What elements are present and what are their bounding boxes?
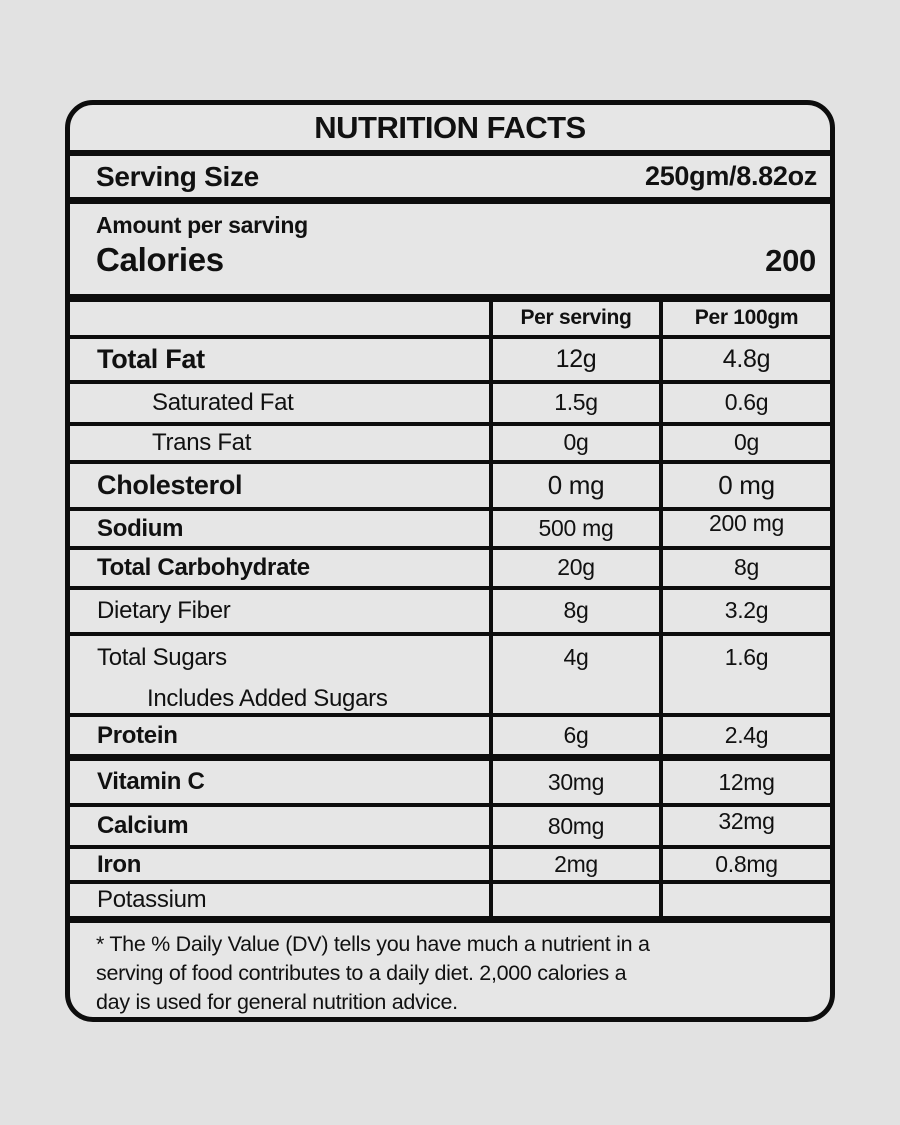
nutrient-name: Saturated Fat <box>152 388 294 416</box>
table-row: Sodium 500 mg 200 mg <box>70 510 830 551</box>
nutrient-name: Dietary Fiber <box>97 596 231 624</box>
footnote-line: day is used for general nutrition advice… <box>96 990 458 1014</box>
table-row: Cholesterol 0 mg 0 mg <box>70 464 830 512</box>
table-row: Calcium 80mg 32mg <box>70 807 830 850</box>
per-serving-value: 12g <box>489 338 659 380</box>
per-serving-value <box>489 883 659 916</box>
nutrient-name: Iron <box>97 850 142 878</box>
table-row: Dietary Fiber 8g 3.2g <box>70 589 830 636</box>
per-100gm-value <box>659 883 830 916</box>
per-serving-value: 20g <box>489 550 659 586</box>
calories-value: 200 <box>765 243 816 279</box>
nutrient-name: Sodium <box>97 514 184 542</box>
header-empty-cell <box>70 302 489 334</box>
table-row: Iron 2mg 0.8mg <box>70 849 830 884</box>
per-100gm-value: 0 mg <box>659 464 830 508</box>
table-row: Protein 6g 2.4g <box>70 716 830 762</box>
per-100gm-value: 3.2g <box>659 589 830 632</box>
per-serving-value: 0g <box>489 425 659 461</box>
header-per-serving: Per serving <box>489 302 659 335</box>
amount-per-serving-label: Amount per sarving <box>96 212 308 239</box>
per-serving-value: 4g <box>489 635 659 713</box>
per-100gm-value: 0g <box>659 425 830 461</box>
per-100gm-value: 200 mg <box>659 510 830 547</box>
per-serving-value: 80mg <box>489 807 659 846</box>
added-sugars-label: Includes Added Sugars <box>147 684 388 712</box>
daily-value-footnote: * The % Daily Value (DV) tells you have … <box>70 923 830 1017</box>
nutrient-name: Protein <box>97 721 178 749</box>
serving-size-label: Serving Size <box>96 160 259 192</box>
per-serving-value: 0 mg <box>489 464 659 508</box>
table-row: Potassium <box>70 883 830 923</box>
nutrient-name: Vitamin C <box>97 768 205 796</box>
per-serving-value: 6g <box>489 716 659 755</box>
serving-size-row: Serving Size 250gm/8.82oz <box>70 156 830 205</box>
table-row: Saturated Fat 1.5g 0.6g <box>70 383 830 426</box>
nutrition-label: NUTRITION FACTS Serving Size 250gm/8.82o… <box>65 100 835 1022</box>
per-serving-value: 1.5g <box>489 383 659 422</box>
per-100gm-value: 32mg <box>659 807 830 846</box>
nutrient-name: Total Fat <box>97 343 205 374</box>
nutrient-name: Total Sugars Includes Added Sugars <box>70 636 489 713</box>
total-sugars-label: Total Sugars <box>97 643 227 671</box>
per-100gm-value: 2.4g <box>659 716 830 755</box>
nutrient-name: Trans Fat <box>152 428 252 456</box>
header-per-100gm: Per 100gm <box>659 302 830 335</box>
per-100gm-value: 12mg <box>659 761 830 804</box>
per-100gm-value: 0.6g <box>659 383 830 422</box>
calories-row: Calories 200 <box>96 241 816 279</box>
table-row: Total Sugars Includes Added Sugars 4g 1.… <box>70 635 830 717</box>
serving-size-value: 250gm/8.82oz <box>645 161 817 192</box>
label-title: NUTRITION FACTS <box>70 105 830 157</box>
table-header-row: Per serving Per 100gm <box>70 302 830 339</box>
footnote-line: serving of food contributes to a daily d… <box>96 961 627 985</box>
per-serving-value: 500 mg <box>489 511 659 547</box>
per-100gm-value: 1.6g <box>659 635 830 713</box>
calories-section: Amount per sarving Calories 200 <box>70 204 830 303</box>
per-100gm-value: 8g <box>659 550 830 586</box>
per-serving-value: 30mg <box>489 761 659 804</box>
per-serving-value: 8g <box>489 589 659 632</box>
table-row: Trans Fat 0g 0g <box>70 425 830 465</box>
per-100gm-value: 4.8g <box>659 338 830 380</box>
table-row: Total Fat 12g 4.8g <box>70 338 830 384</box>
per-serving-value: 2mg <box>489 849 659 880</box>
nutrient-name: Calcium <box>97 812 189 840</box>
per-100gm-value: 0.8mg <box>659 849 830 880</box>
nutrient-name: Cholesterol <box>97 470 243 501</box>
calories-label: Calories <box>96 241 224 279</box>
nutrient-name: Potassium <box>97 885 207 913</box>
footnote-line: * The % Daily Value (DV) tells you have … <box>96 932 650 956</box>
table-row: Total Carbohydrate 20g 8g <box>70 550 830 590</box>
nutrient-name: Total Carbohydrate <box>97 553 310 581</box>
table-row: Vitamin C 30mg 12mg <box>70 761 830 808</box>
